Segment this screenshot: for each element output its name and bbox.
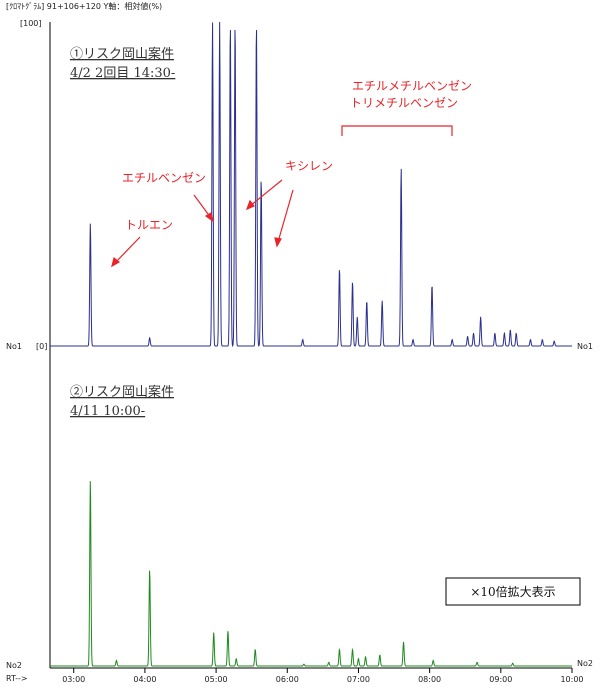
x-tick-label: 08:00 — [418, 675, 441, 684]
sample2-subtitle: 4/11 10:00- — [70, 404, 145, 419]
sample2-title: ②リスク岡山案件 — [70, 385, 174, 400]
arrow-toluene — [113, 236, 141, 265]
xaxis-label: RT--> — [6, 674, 28, 683]
x-ticks: 03:00 04:00 05:00 06:00 07:00 08:00 09:00 10:00 — [62, 668, 584, 684]
trace1-end-label: No1 — [577, 342, 593, 351]
y-zero-label: [0] — [36, 342, 47, 351]
annotation-arrows — [111, 179, 294, 268]
arrow-xylene-2 — [277, 189, 294, 243]
trace2-line — [50, 481, 572, 667]
trace2-label: No2 — [6, 661, 22, 670]
trace2-end-label: No2 — [577, 659, 593, 668]
annotation-trimethylbenzene: トリメチルベンゼン — [350, 96, 458, 110]
arrow-xylene-2-head — [274, 237, 282, 248]
magnification-note: ×10倍拡大表示 — [470, 584, 555, 599]
trace1-label: No1 — [6, 342, 22, 351]
sample1-title: ①リスク岡山案件 — [70, 47, 174, 62]
arrow-toluene-head — [111, 256, 121, 268]
x-tick-label: 07:00 — [347, 675, 370, 684]
x-tick-label: 04:00 — [133, 675, 156, 684]
arrow-ethylbenzene-head — [204, 212, 214, 223]
x-tick-label: 05:00 — [205, 675, 228, 684]
x-tick-label: 09:00 — [489, 675, 512, 684]
annotation-ethylbenzene: エチルベンゼン — [122, 171, 206, 185]
annotation-xylene: キシレン — [285, 159, 333, 173]
arrow-xylene-1-head — [245, 199, 255, 211]
annotation-ethylmethylbenzene: エチルメチルベンゼン — [352, 79, 472, 93]
trace1-line — [50, 21, 572, 348]
x-tick-label: 10:00 — [560, 675, 583, 684]
annotation-toluene: トルエン — [125, 218, 173, 232]
x-tick-label: 06:00 — [276, 675, 299, 684]
y-top-label: [100] — [20, 19, 42, 28]
arrow-xylene-1 — [249, 179, 283, 207]
sample1-subtitle: 4/2 2回目 14:30- — [70, 66, 175, 81]
x-tick-label: 03:00 — [62, 675, 85, 684]
chart-header: [ｸﾛﾏﾄｸﾞﾗﾑ] 91+106+120 Y軸：相対値(%) — [6, 1, 162, 11]
annotation-bracket — [341, 125, 453, 136]
magnification-note-box — [445, 577, 581, 606]
